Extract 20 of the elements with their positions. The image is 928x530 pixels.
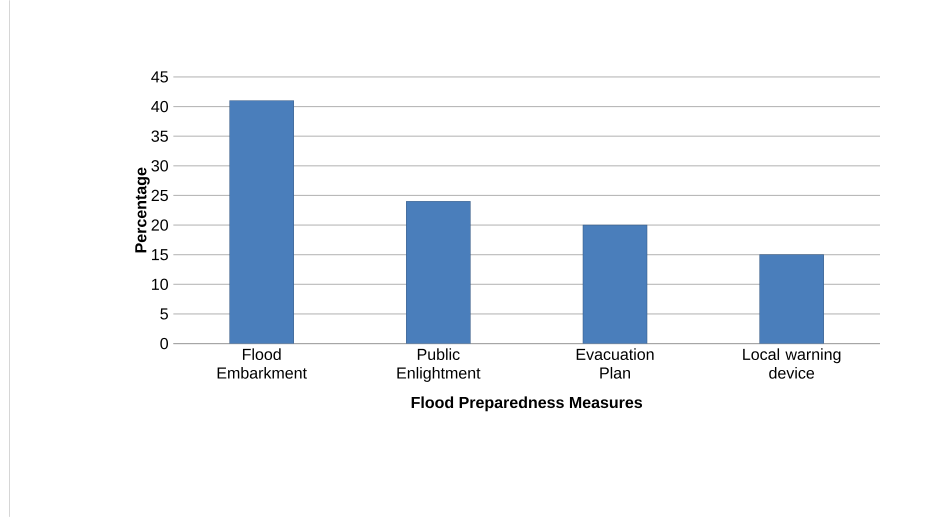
y-tick-label: 30 xyxy=(151,160,168,172)
x-tick-label: Local warning device xyxy=(743,348,840,379)
y-tick-label: 40 xyxy=(151,100,168,112)
bar xyxy=(582,224,648,344)
y-tick-label: 45 xyxy=(151,71,168,82)
y-tick-label: 35 xyxy=(151,130,168,142)
y-tick-label: 0 xyxy=(160,338,168,350)
bar xyxy=(229,100,294,344)
y-axis-title: Percentage xyxy=(135,168,150,252)
y-tick-label: 25 xyxy=(152,190,168,201)
bar xyxy=(406,200,471,344)
x-tick-label: Evacuation Plan xyxy=(576,348,654,379)
y-tick-label: 20 xyxy=(152,219,168,231)
bar xyxy=(759,254,824,344)
x-tick-label: Flood Embarkment xyxy=(218,348,307,379)
y-tick-label: 15 xyxy=(152,249,168,260)
y-tick-label: 5 xyxy=(160,308,168,320)
x-axis-title: Flood Preparedness Measures xyxy=(412,396,642,412)
y-tick-label: 10 xyxy=(152,278,168,290)
x-tick-label: Public Enlightment xyxy=(397,348,480,382)
